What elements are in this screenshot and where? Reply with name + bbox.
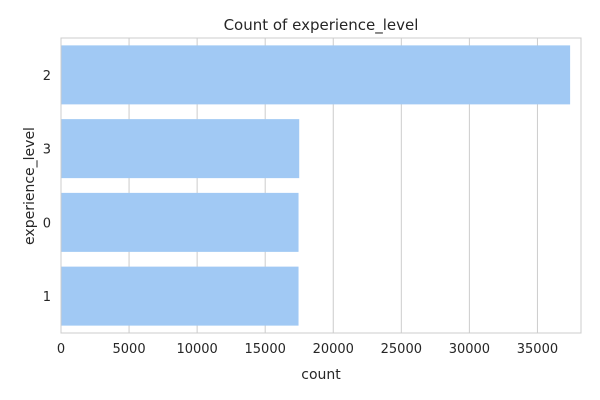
y-tick-label: 1: [43, 290, 51, 305]
x-tick-label: 15000: [245, 342, 286, 357]
bars-layer: [61, 45, 571, 326]
x-tick-label: 35000: [517, 342, 558, 357]
x-tick-label: 20000: [313, 342, 354, 357]
y-tick-label: 2: [43, 69, 51, 84]
y-tick-label: 0: [43, 216, 51, 231]
bar: [61, 119, 300, 179]
plot-frame: [60, 37, 582, 334]
bar: [61, 192, 299, 252]
chart-title: Count of experience_level: [224, 16, 419, 35]
x-tick-label: 0: [57, 342, 65, 357]
x-tick-label: 25000: [381, 342, 422, 357]
x-tick-labels: 0 5000 10000 15000 20000 25000 30000 35000: [57, 342, 558, 357]
y-axis-label: experience_level: [22, 127, 38, 245]
x-axis-label: count: [301, 367, 341, 383]
x-tick-label: 10000: [176, 342, 217, 357]
y-tick-labels: 2 3 0 1: [43, 69, 51, 305]
x-tick-label: 30000: [449, 342, 490, 357]
bar: [61, 45, 571, 105]
x-tick-label: 5000: [113, 342, 146, 357]
y-tick-label: 3: [43, 143, 51, 158]
bar: [61, 266, 299, 326]
